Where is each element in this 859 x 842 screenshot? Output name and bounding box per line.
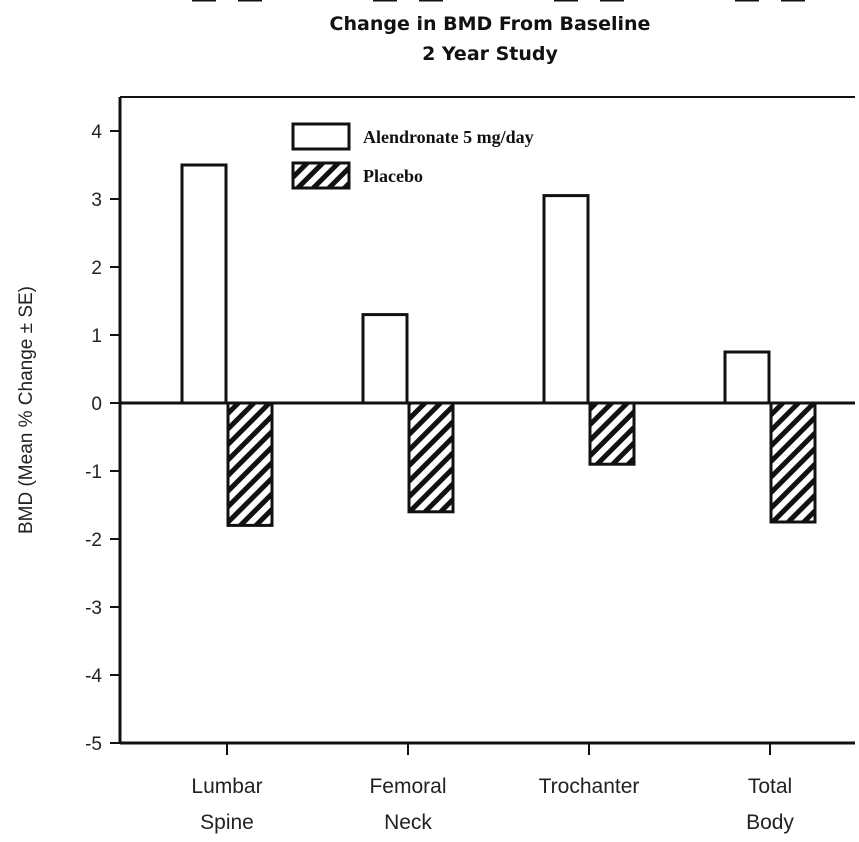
y-tick-label: 4 <box>91 122 102 143</box>
category-label: Neck <box>384 811 432 834</box>
y-tick-label: 2 <box>91 258 102 279</box>
alendronate-bar <box>542 194 590 405</box>
y-tick-label: -2 <box>85 530 102 551</box>
category-label: Femoral <box>369 775 446 798</box>
legend-label: Placebo <box>363 166 423 186</box>
y-tick-label: -1 <box>85 462 102 483</box>
category-label: Body <box>746 811 794 834</box>
chart-subtitle: 2 Year Study <box>422 43 558 65</box>
category-label: Lumbar <box>191 775 262 798</box>
category-label: Total <box>748 775 792 798</box>
y-tick-label: -5 <box>85 734 102 755</box>
alendronate-bar <box>361 313 409 405</box>
chart-title: Change in BMD From Baseline <box>330 13 651 35</box>
plot-area: 4 3 2 1 0 -1 -2 -3 -4 -5 Lumbar Spine Femoral Neck Tro… <box>85 0 855 834</box>
y-tick-label: -4 <box>85 666 102 687</box>
legend-swatch-placebo <box>291 161 351 190</box>
legend-label: Alendronate 5 mg/day <box>363 127 534 147</box>
category-label: Spine <box>200 811 254 834</box>
placebo-bar <box>226 401 274 527</box>
alendronate-bar <box>180 163 228 405</box>
placebo-bar <box>588 401 636 466</box>
y-tick-label: -3 <box>85 598 102 619</box>
y-tick-label: 1 <box>91 326 102 347</box>
placebo-bar <box>407 401 455 514</box>
legend-swatch-alendronate <box>291 122 351 151</box>
y-tick-label: 3 <box>91 190 102 211</box>
category-label: Trochanter <box>539 775 640 798</box>
placebo-bar <box>769 401 817 524</box>
y-tick-label: 0 <box>91 394 102 415</box>
y-axis-label: BMD (Mean % Change ± SE) <box>16 286 37 534</box>
alendronate-bar <box>723 350 771 405</box>
